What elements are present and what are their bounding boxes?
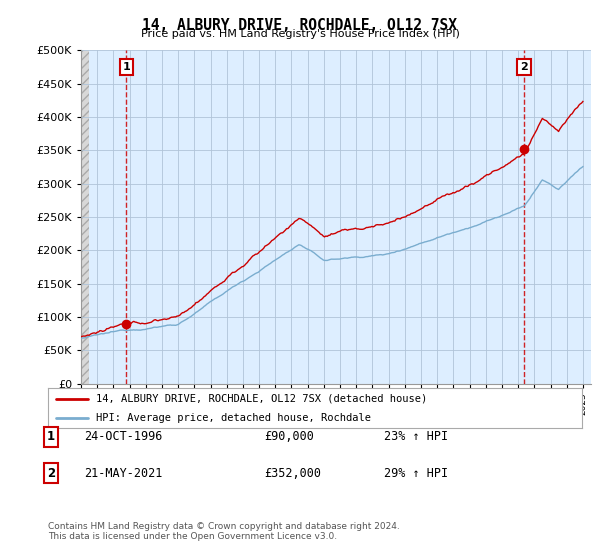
Text: 1: 1 [122, 62, 130, 72]
Bar [81, 50, 89, 384]
Text: 2: 2 [520, 62, 528, 72]
Text: £352,000: £352,000 [264, 466, 321, 480]
Bar [81, 50, 89, 384]
Text: 2: 2 [47, 466, 55, 480]
Text: Contains HM Land Registry data © Crown copyright and database right 2024.
This d: Contains HM Land Registry data © Crown c… [48, 522, 400, 542]
Text: 21-MAY-2021: 21-MAY-2021 [84, 466, 163, 480]
Text: HPI: Average price, detached house, Rochdale: HPI: Average price, detached house, Roch… [96, 413, 371, 422]
Text: £90,000: £90,000 [264, 430, 314, 444]
Text: 14, ALBURY DRIVE, ROCHDALE, OL12 7SX (detached house): 14, ALBURY DRIVE, ROCHDALE, OL12 7SX (de… [96, 394, 427, 404]
Text: 1: 1 [47, 430, 55, 444]
Text: 24-OCT-1996: 24-OCT-1996 [84, 430, 163, 444]
Text: 14, ALBURY DRIVE, ROCHDALE, OL12 7SX: 14, ALBURY DRIVE, ROCHDALE, OL12 7SX [143, 18, 458, 33]
Text: Price paid vs. HM Land Registry's House Price Index (HPI): Price paid vs. HM Land Registry's House … [140, 29, 460, 39]
Text: 29% ↑ HPI: 29% ↑ HPI [384, 466, 448, 480]
Text: 23% ↑ HPI: 23% ↑ HPI [384, 430, 448, 444]
